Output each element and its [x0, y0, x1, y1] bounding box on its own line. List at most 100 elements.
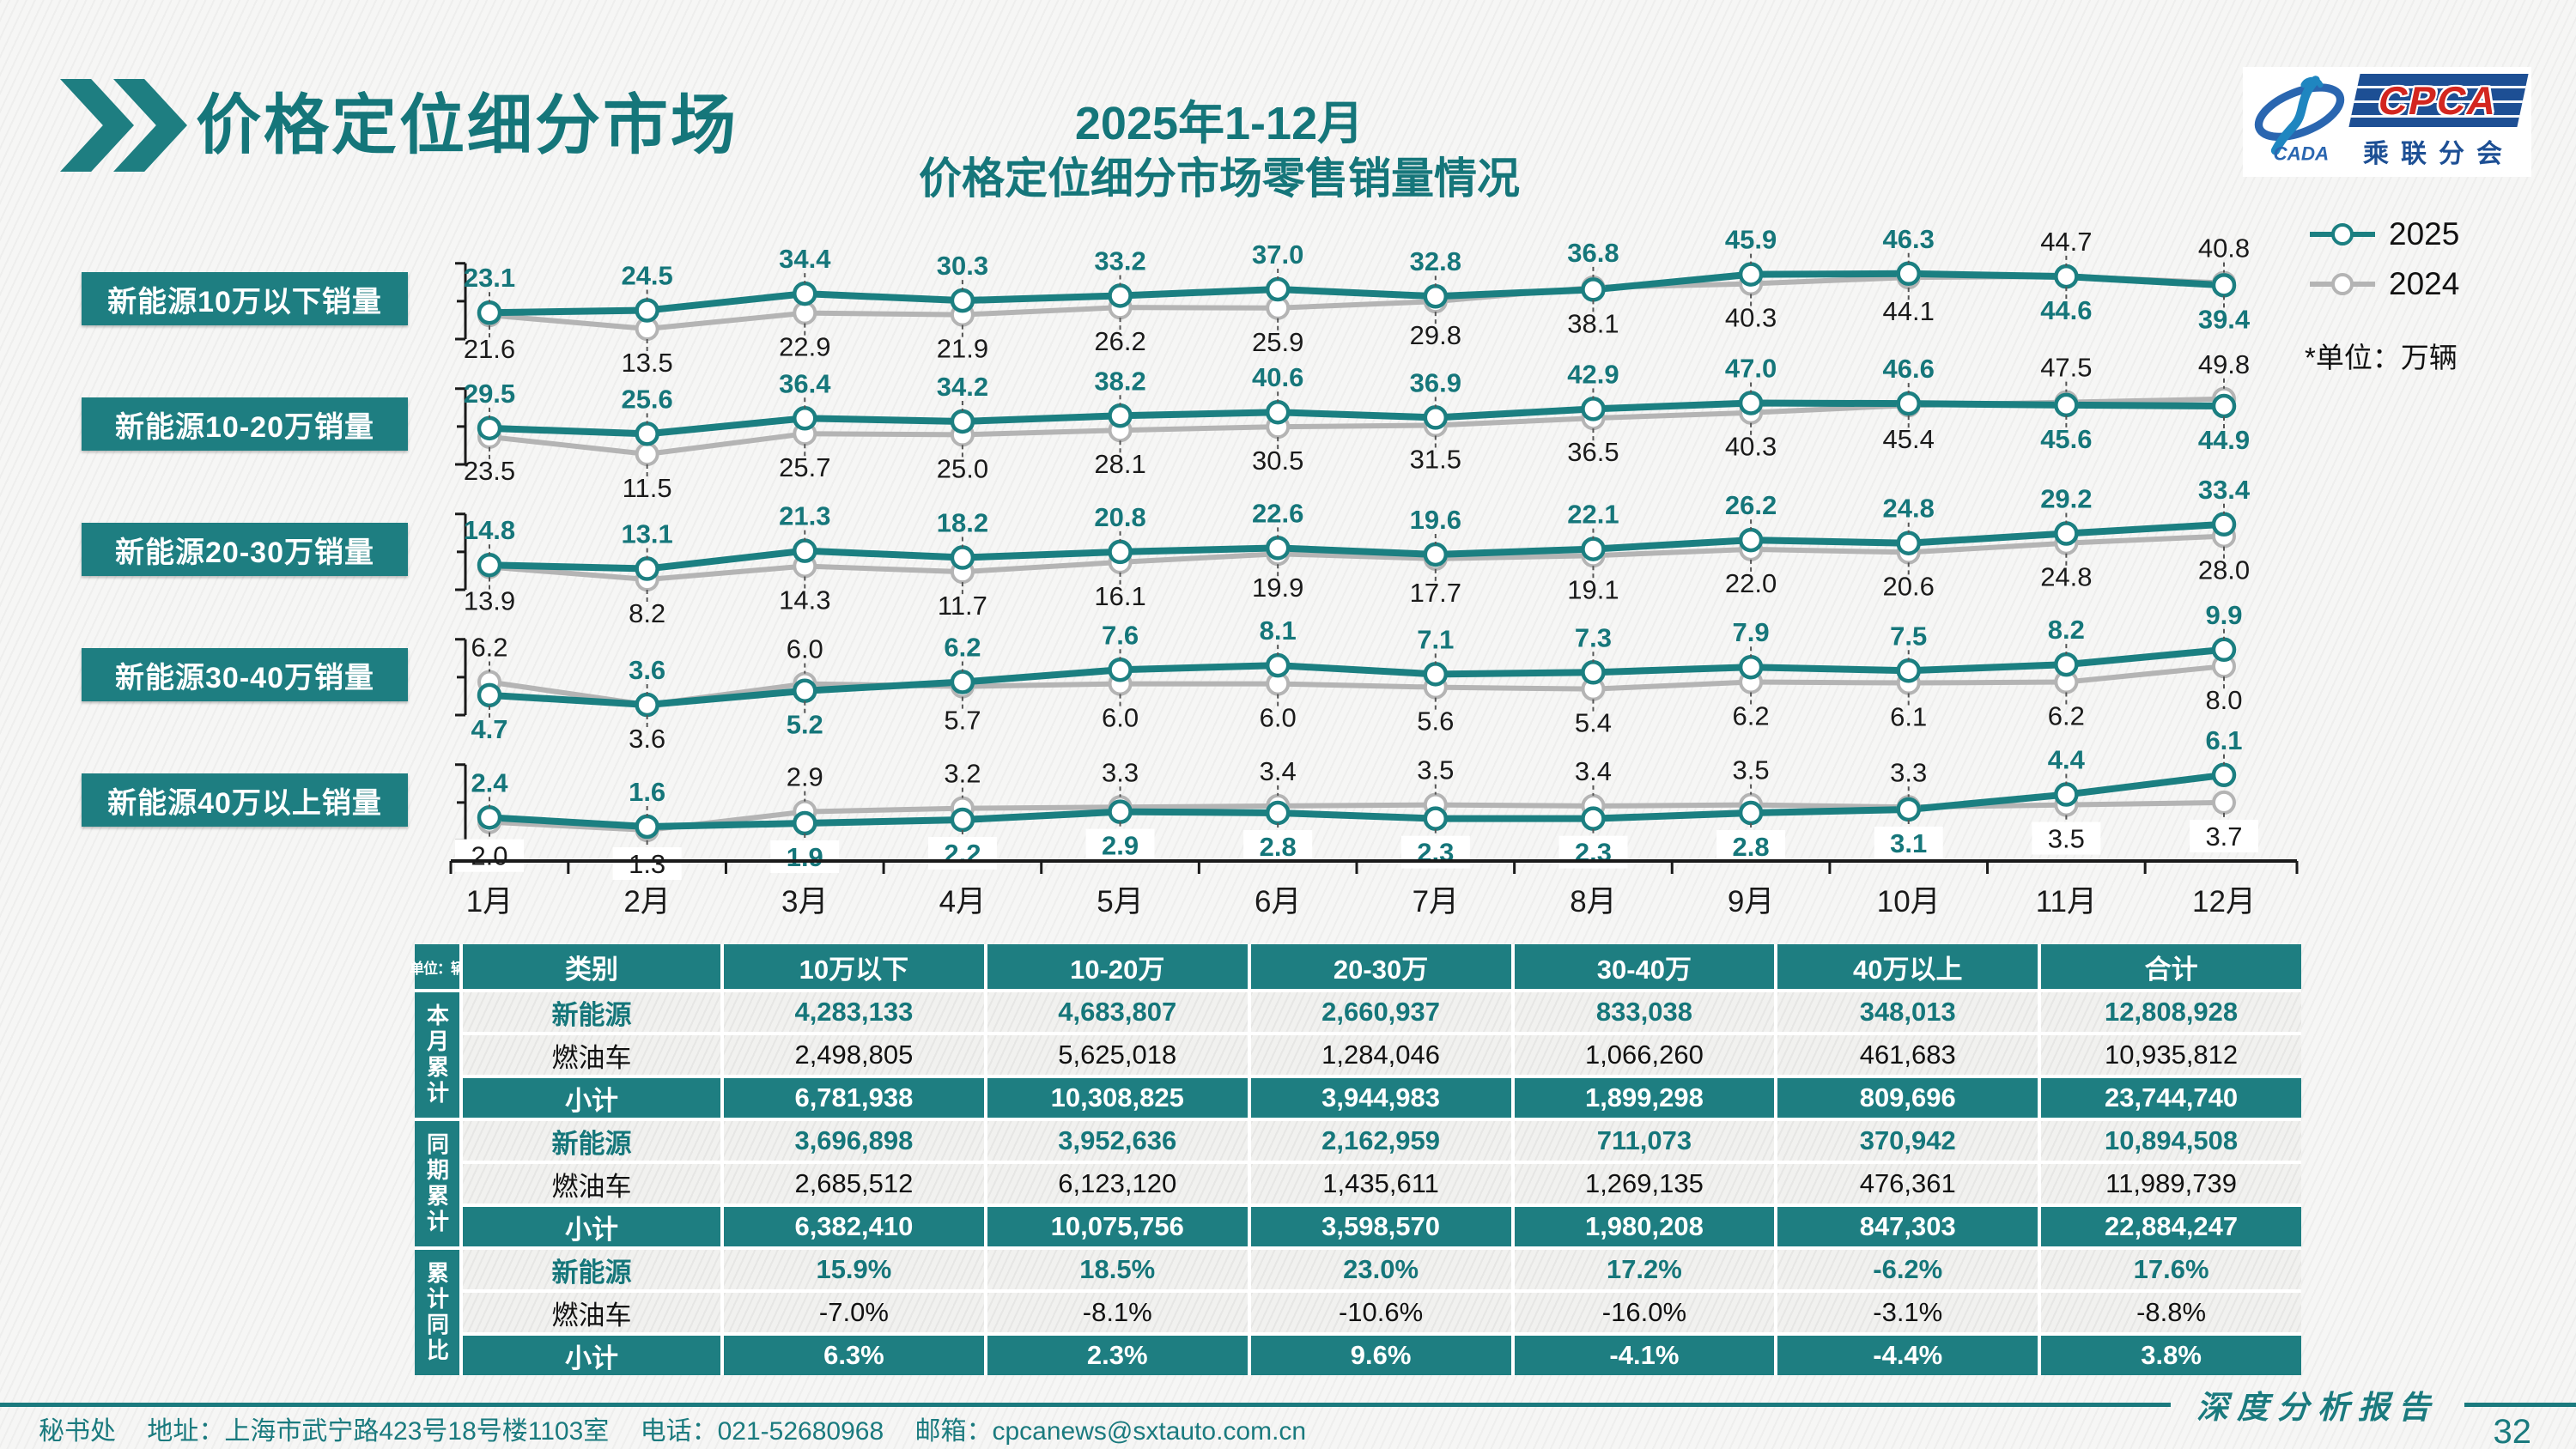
value-label: 17.7 [1410, 578, 1461, 608]
row-label: 新能源 [463, 1121, 720, 1161]
marker-2025 [2211, 637, 2237, 663]
table-cell: 4,283,133 [724, 992, 984, 1032]
chart-legend: 2025 2024 [2308, 216, 2459, 302]
marker-2025 [1896, 797, 1921, 822]
marker-2025 [477, 552, 502, 578]
panel-label-4: 新能源30-40万销量 [82, 648, 408, 701]
table-cell: 3,598,570 [1250, 1207, 1511, 1246]
marker-2024 [635, 442, 659, 467]
y-axis-bracket [455, 262, 467, 341]
value-label: 1.6 [629, 777, 665, 807]
value-label: 39.4 [2198, 304, 2251, 334]
value-label: 40.3 [1725, 432, 1777, 462]
table-cell: 711,073 [1514, 1121, 1775, 1161]
value-label: 8.1 [1260, 615, 1297, 646]
row-label: 燃油车 [463, 1164, 720, 1203]
value-label: 31.5 [1410, 444, 1461, 474]
table-cell: 6,382,410 [724, 1207, 984, 1246]
marker-2025 [1738, 654, 1764, 680]
line-2024 [489, 533, 2225, 583]
marker-2025 [793, 406, 817, 431]
value-label: 40.3 [1725, 303, 1777, 333]
marker-2025 [1896, 530, 1921, 555]
table-cell: 22,884,247 [2041, 1207, 2301, 1246]
marker-2025 [2054, 652, 2079, 677]
value-label: 3.7 [2205, 822, 2242, 852]
divider-line [2464, 1402, 2576, 1407]
value-label: 25.6 [621, 384, 672, 414]
value-label: 4.7 [471, 714, 507, 744]
value-label: 24.8 [2040, 562, 2092, 592]
marker-2025 [950, 545, 975, 570]
value-label: 20.6 [1883, 571, 1935, 601]
month-label: 11月 [2035, 885, 2098, 919]
table-cell: 10,308,825 [987, 1078, 1248, 1118]
marker-2025 [1896, 261, 1921, 287]
table-cell: 809,696 [1777, 1078, 2038, 1118]
marker-2025 [635, 692, 659, 718]
value-label: 25.9 [1252, 327, 1303, 357]
table-cell: 1,066,260 [1514, 1035, 1775, 1075]
marker-2025 [635, 556, 659, 581]
value-label: 9.9 [2205, 600, 2242, 630]
table-cell: 10,894,508 [2041, 1121, 2301, 1161]
footer-phone: 电话：021-52680968 [640, 1417, 884, 1446]
value-label: 7.1 [1417, 624, 1454, 654]
y-axis-bracket [455, 763, 467, 842]
value-label: 6.0 [787, 634, 823, 664]
marker-2025 [1423, 662, 1449, 687]
row-label: 小计 [463, 1207, 720, 1246]
month-label: 3月 [781, 885, 829, 919]
label-backplate [1716, 829, 1786, 863]
value-label: 26.2 [1094, 326, 1145, 356]
marker-2025 [1738, 262, 1764, 287]
value-label: 2.0 [471, 841, 507, 871]
value-label: 44.9 [2198, 425, 2250, 455]
panel-label-2: 新能源10-20万销量 [82, 397, 408, 451]
value-label: 8.2 [629, 598, 665, 628]
value-label: 13.9 [464, 586, 515, 616]
value-label: 2.9 [787, 762, 823, 792]
value-label: 3.6 [629, 724, 665, 754]
value-label: 34.4 [779, 244, 831, 274]
line-2025 [489, 520, 2225, 573]
report-label: 深度分析报告 [2196, 1388, 2439, 1426]
panel-label-5: 新能源40万以上销量 [82, 773, 408, 827]
chart-title-subject: 价格定位细分市场零售销量情况 [919, 154, 1520, 203]
marker-2025 [477, 300, 502, 325]
value-label: 21.6 [464, 334, 515, 364]
marker-2025 [1896, 391, 1921, 416]
value-label: 19.9 [1252, 573, 1303, 603]
value-label: 20.8 [1094, 502, 1145, 532]
row-label: 新能源 [463, 992, 720, 1032]
chart-band-1: 23.1 21.6 24.5 13.5 34.4 22.9 30.3 21.9 33.2 26.2… [455, 224, 2251, 378]
marker-2025 [950, 670, 975, 694]
marker-2025 [2054, 264, 2079, 289]
row-label: 新能源 [463, 1250, 720, 1289]
value-label: 2.8 [1260, 832, 1297, 862]
table-cell: 1,269,135 [1514, 1164, 1775, 1203]
chart-band-3: 14.8 13.9 13.1 8.2 21.3 14.3 18.2 11.7 20.8 16.1 2… [455, 475, 2251, 628]
value-label: 1.3 [629, 849, 665, 879]
footer-email[interactable]: 邮箱：cpcanews@sxtauto.com.cn [914, 1417, 1307, 1446]
value-label: 22.9 [779, 332, 830, 362]
unit-note: *单位：万辆 [2305, 342, 2458, 373]
marker-2025 [1738, 391, 1764, 415]
column-header: 10-20万 [987, 944, 1248, 989]
legend-item-2025[interactable]: 2025 [2308, 216, 2459, 252]
value-label: 37.0 [1252, 239, 1303, 270]
value-label: 14.8 [464, 515, 515, 545]
double-chevron-icon [60, 79, 197, 172]
label-backplate [1558, 835, 1628, 869]
table-cell: 10,075,756 [987, 1207, 1248, 1246]
marker-2025 [1423, 405, 1449, 430]
column-header: 20-30万 [1250, 944, 1511, 989]
label-backplate [1874, 826, 1943, 859]
value-label: 23.5 [464, 456, 515, 486]
month-label: 5月 [1097, 885, 1144, 919]
value-label: 11.7 [938, 591, 987, 621]
value-label: 3.5 [1733, 755, 1770, 785]
label-backplate [2190, 819, 2258, 852]
marker-2025 [793, 810, 817, 836]
legend-item-2024[interactable]: 2024 [2308, 266, 2459, 302]
